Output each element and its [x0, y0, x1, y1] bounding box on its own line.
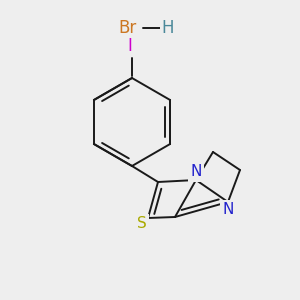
Text: Br: Br: [118, 19, 136, 37]
Text: N: N: [190, 164, 202, 179]
Text: H: H: [162, 19, 174, 37]
Text: N: N: [222, 202, 234, 217]
Text: I: I: [128, 37, 132, 55]
Text: S: S: [137, 217, 147, 232]
